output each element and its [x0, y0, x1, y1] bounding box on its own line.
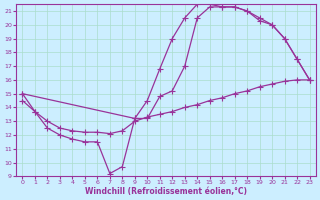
X-axis label: Windchill (Refroidissement éolien,°C): Windchill (Refroidissement éolien,°C)	[85, 187, 247, 196]
